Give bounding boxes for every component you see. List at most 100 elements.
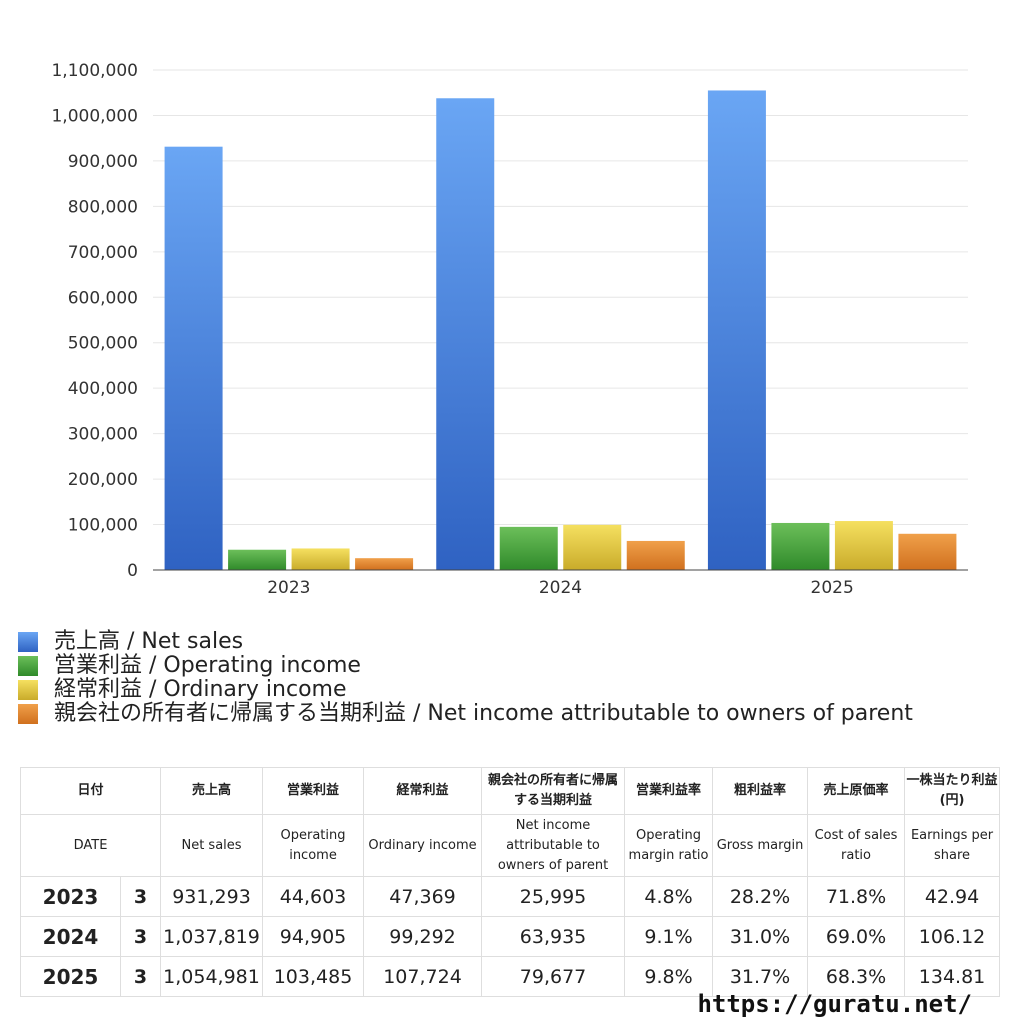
y-tick-label: 1,100,000 [51, 61, 138, 81]
bar-2025-series-2 [834, 521, 893, 570]
grid-lines [153, 69, 968, 526]
cell-month: 3 [119, 916, 162, 957]
header-row-en: DATE Net sales Operating income Ordinary… [19, 814, 1001, 877]
y-tick-label: 200,000 [68, 470, 138, 490]
header-operating-income-en: Operating income [262, 814, 365, 877]
financial-table: 日付 売上高 営業利益 経常利益 親会社の所有者に帰属する当期利益 営業利益率 … [19, 767, 1001, 997]
y-tick-label: 700,000 [68, 243, 138, 263]
cell-net-income: 63,935 [481, 916, 626, 957]
cell-year: 2023 [20, 876, 121, 917]
legend-label: 営業利益 / Operating income [54, 653, 361, 678]
header-eps-jp: 一株当たり利益(円) [904, 767, 1001, 815]
y-tick-label: 500,000 [68, 334, 138, 354]
cell-eps: 42.94 [904, 876, 1001, 917]
cell-month: 3 [119, 876, 162, 917]
source-url[interactable]: https://guratu.net/ [697, 990, 972, 1018]
header-eps-en: Earnings per share [904, 814, 1001, 877]
header-cost-ratio-jp: 売上原価率 [807, 767, 906, 815]
legend-label: 売上高 / Net sales [54, 629, 244, 654]
legend-item-net-sales: 売上高 / Net sales [18, 630, 1018, 654]
cell-month: 3 [119, 956, 162, 997]
legend-item-net-income: 親会社の所有者に帰属する当期利益 / Net income attributab… [18, 702, 1018, 726]
y-axis-ticks: 0 100,000 200,000 300,000 400,000 500,000 600,… [51, 61, 138, 581]
table-row: 2025 3 1,054,981 103,485 107,724 79,677 … [20, 956, 1001, 997]
bar-2024-series-3 [626, 540, 685, 570]
cell-cost-ratio: 71.8% [807, 876, 906, 917]
bar-chart: 0 100,000 200,000 300,000 400,000 500,000 600,… [51, 61, 968, 598]
bars [164, 90, 957, 570]
table-row: 2024 3 1,037,819 94,905 99,292 63,935 9.… [20, 916, 1001, 957]
header-net-sales-en: Net sales [160, 814, 264, 877]
x-tick-label: 2023 [267, 578, 310, 598]
legend-item-operating-income: 営業利益 / Operating income [18, 654, 1018, 678]
table-row: 2023 3 931,293 44,603 47,369 25,995 4.8%… [20, 876, 1001, 917]
header-ordinary-income-jp: 経常利益 [363, 767, 483, 815]
y-tick-label: 600,000 [68, 288, 138, 308]
legend-label: 経常利益 / Ordinary income [54, 677, 347, 702]
x-tick-label: 2024 [539, 578, 582, 598]
cell-net-sales: 1,054,981 [160, 956, 264, 997]
header-date-en: DATE [19, 814, 162, 877]
cell-year: 2024 [20, 916, 121, 957]
cell-ordinary-income: 107,724 [363, 956, 483, 997]
cell-gross-margin: 31.0% [712, 916, 809, 957]
header-operating-income-jp: 営業利益 [262, 767, 365, 815]
cell-operating-margin: 9.1% [624, 916, 714, 957]
y-tick-label: 0 [127, 561, 138, 581]
header-gross-margin-jp: 粗利益率 [712, 767, 809, 815]
bar-2025-series-0 [707, 90, 766, 570]
x-tick-label: 2025 [811, 578, 854, 598]
header-net-income-en: Net income attributable to owners of par… [481, 814, 626, 877]
header-net-sales-jp: 売上高 [160, 767, 264, 815]
legend-swatch [18, 680, 38, 700]
bar-2023-series-1 [228, 549, 287, 570]
cell-gross-margin: 31.7% [712, 956, 809, 997]
y-tick-label: 800,000 [68, 197, 138, 217]
header-row-jp: 日付 売上高 営業利益 経常利益 親会社の所有者に帰属する当期利益 営業利益率 … [19, 767, 1001, 815]
legend: 売上高 / Net sales 営業利益 / Operating income … [18, 630, 1018, 726]
header-date-jp: 日付 [19, 767, 162, 815]
header-ordinary-income-en: Ordinary income [363, 814, 483, 877]
legend-swatch [18, 656, 38, 676]
cell-ordinary-income: 47,369 [363, 876, 483, 917]
bar-2023-series-3 [355, 558, 414, 570]
bar-2024-series-2 [563, 524, 622, 570]
cell-operating-margin: 4.8% [624, 876, 714, 917]
y-tick-label: 100,000 [68, 516, 138, 536]
x-axis-ticks: 2023 2024 2025 [267, 578, 854, 598]
cell-operating-income: 94,905 [262, 916, 365, 957]
cell-cost-ratio: 69.0% [807, 916, 906, 957]
cell-year: 2025 [20, 956, 121, 997]
legend-swatch [18, 704, 38, 724]
bar-2023-series-0 [164, 146, 223, 570]
bar-2025-series-3 [898, 533, 957, 570]
cell-operating-income: 103,485 [262, 956, 365, 997]
header-gross-margin-en: Gross margin [712, 814, 809, 877]
header-net-income-jp: 親会社の所有者に帰属する当期利益 [481, 767, 626, 815]
y-tick-label: 1,000,000 [51, 106, 138, 126]
legend-item-ordinary-income: 経常利益 / Ordinary income [18, 678, 1018, 702]
y-tick-label: 400,000 [68, 379, 138, 399]
cell-net-sales: 1,037,819 [160, 916, 264, 957]
cell-operating-margin: 9.8% [624, 956, 714, 997]
legend-label: 親会社の所有者に帰属する当期利益 / Net income attributab… [54, 701, 913, 726]
legend-swatch [18, 632, 38, 652]
cell-eps: 106.12 [904, 916, 1001, 957]
cell-cost-ratio: 68.3% [807, 956, 906, 997]
y-tick-label: 300,000 [68, 425, 138, 445]
cell-net-income: 79,677 [481, 956, 626, 997]
bar-2023-series-2 [291, 548, 350, 570]
header-operating-margin-en: Operating margin ratio [624, 814, 714, 877]
bar-2024-series-1 [499, 526, 558, 570]
y-tick-label: 900,000 [68, 152, 138, 172]
cell-ordinary-income: 99,292 [363, 916, 483, 957]
cell-gross-margin: 28.2% [712, 876, 809, 917]
cell-net-income: 25,995 [481, 876, 626, 917]
cell-eps: 134.81 [904, 956, 1001, 997]
bar-2025-series-1 [771, 522, 830, 570]
header-cost-ratio-en: Cost of sales ratio [807, 814, 906, 877]
cell-operating-income: 44,603 [262, 876, 365, 917]
cell-net-sales: 931,293 [160, 876, 264, 917]
header-operating-margin-jp: 営業利益率 [624, 767, 714, 815]
bar-2024-series-0 [436, 98, 495, 570]
